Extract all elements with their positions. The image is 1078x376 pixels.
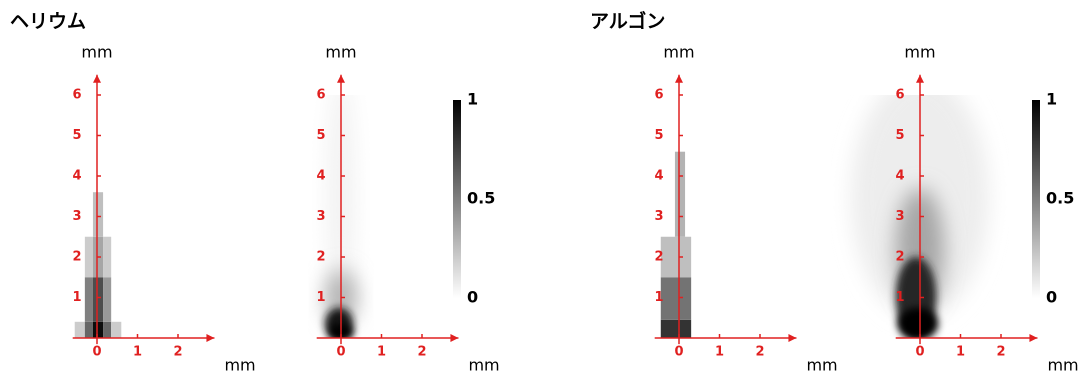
cell [103, 237, 111, 278]
colorbar-tick-label: 0.5 [1046, 189, 1074, 208]
colorbar [1032, 100, 1040, 298]
y-arrow [93, 75, 101, 83]
y-axis-label: mm [904, 42, 935, 61]
y-arrow [675, 75, 683, 83]
y-tick-label: 1 [895, 290, 904, 305]
cell [661, 277, 691, 320]
y-tick-label: 2 [895, 250, 904, 265]
x-tick-label: 0 [336, 345, 345, 360]
x-tick-label: 0 [915, 345, 924, 360]
x-tick-label: 1 [377, 345, 386, 360]
y-tick-label: 2 [316, 250, 325, 265]
x-tick-label: 1 [133, 345, 142, 360]
cell [85, 322, 93, 338]
x-tick-label: 2 [173, 345, 182, 360]
colorbar-tick-label: 0.5 [467, 189, 495, 208]
y-tick-label: 6 [654, 88, 663, 103]
x-arrow [788, 334, 796, 342]
y-tick-label: 4 [654, 169, 663, 184]
y-axis-label: mm [663, 42, 694, 61]
x-tick-label: 0 [92, 345, 101, 360]
cell [75, 322, 85, 338]
y-axis-label: mm [81, 42, 112, 61]
colorbar-tick-label: 1 [1046, 90, 1057, 109]
y-tick-label: 5 [72, 128, 81, 143]
panel-title: ヘリウム [10, 11, 86, 33]
y-axis-label: mm [325, 42, 356, 61]
cell [675, 152, 685, 237]
cell [93, 277, 103, 322]
y-tick-label: 6 [316, 88, 325, 103]
y-arrow [916, 75, 924, 83]
x-axis-label: mm [806, 356, 837, 375]
cell [93, 192, 103, 237]
x-tick-label: 0 [674, 345, 683, 360]
colorbar-tick-label: 0 [1046, 288, 1057, 307]
y-tick-label: 4 [895, 169, 904, 184]
page: ヘリウム 0 1 2 1 2 3 4 5 6 mm mm 0 0.5 1 0 1 2 1 2 3 4 5 6 mm mm アルゴン 0… [0, 0, 1078, 376]
colorbar-tick-label: 0 [467, 288, 478, 307]
y-tick-label: 5 [895, 128, 904, 143]
x-arrow [206, 334, 214, 342]
x-arrow [1029, 334, 1037, 342]
y-tick-label: 1 [316, 290, 325, 305]
y-tick-label: 2 [72, 250, 81, 265]
y-tick-label: 6 [895, 88, 904, 103]
y-arrow [337, 75, 345, 83]
x-tick-label: 2 [755, 345, 764, 360]
y-tick-label: 3 [316, 209, 325, 224]
y-tick-label: 3 [654, 209, 663, 224]
y-tick-label: 1 [654, 290, 663, 305]
x-tick-label: 2 [417, 345, 426, 360]
y-tick-label: 5 [654, 128, 663, 143]
y-tick-label: 4 [316, 169, 325, 184]
cell [103, 277, 111, 322]
cell [661, 237, 691, 278]
cell [103, 322, 111, 338]
x-axis-label: mm [1047, 356, 1078, 375]
y-tick-label: 5 [316, 128, 325, 143]
y-tick-label: 1 [72, 290, 81, 305]
x-arrow [450, 334, 458, 342]
plume-blob [898, 308, 939, 340]
colorbar [453, 100, 461, 298]
colorbar-tick-label: 1 [467, 90, 478, 109]
cell [85, 277, 93, 322]
x-axis-label: mm [224, 356, 255, 375]
cell [85, 237, 93, 278]
y-tick-label: 3 [72, 209, 81, 224]
panel-title: アルゴン [590, 10, 665, 33]
y-tick-label: 3 [895, 209, 904, 224]
x-tick-label: 2 [996, 345, 1005, 360]
cell [111, 322, 121, 338]
figure: ヘリウム 0 1 2 1 2 3 4 5 6 mm mm 0 0.5 1 0 1 2 1 2 3 4 5 6 mm mm アルゴン 0… [0, 0, 1078, 376]
cell [661, 320, 691, 338]
x-tick-label: 1 [956, 345, 965, 360]
x-tick-label: 1 [715, 345, 724, 360]
cell [93, 322, 103, 338]
x-axis-label: mm [468, 356, 499, 375]
y-tick-label: 2 [654, 250, 663, 265]
y-tick-label: 4 [72, 169, 81, 184]
y-tick-label: 6 [72, 88, 81, 103]
